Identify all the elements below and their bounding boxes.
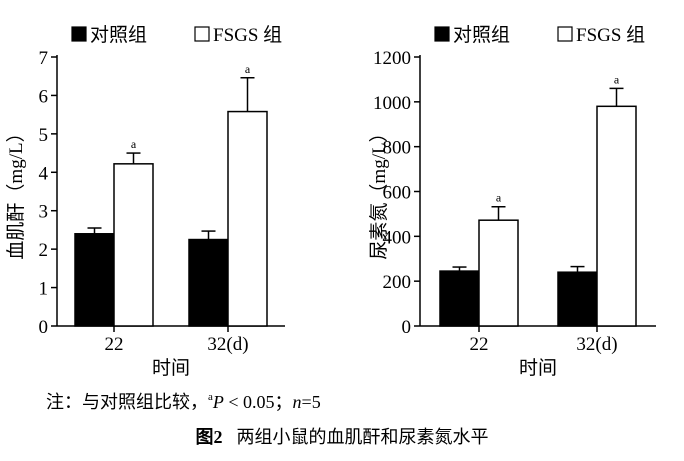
x-tick-label: 22 — [470, 334, 489, 355]
y-tick-label: 3 — [39, 202, 49, 223]
bar — [596, 105, 637, 327]
caption: 图2 两组小鼠的血肌酐和尿素氮水平 — [196, 427, 489, 447]
legend-label: 对照组 — [90, 24, 147, 46]
y-tick-label: 2 — [39, 240, 49, 261]
annotation: a — [131, 137, 137, 151]
caption-text: 两组小鼠的血肌酐和尿素氮水平 — [237, 427, 489, 447]
bar — [557, 271, 598, 327]
x-tick-label: 22 — [105, 334, 124, 355]
y-tick-label: 800 — [383, 138, 412, 159]
y-tick-label: 400 — [383, 227, 412, 248]
y-tick-label: 1200 — [373, 48, 411, 69]
y-tick-label: 200 — [383, 272, 412, 293]
y-tick-label: 600 — [383, 183, 412, 204]
y-tick-label: 0 — [39, 317, 49, 338]
legend-label: FSGS 组 — [213, 24, 282, 46]
y-axis-label: 尿素氮（mg/L） — [368, 123, 390, 259]
bar — [227, 110, 268, 327]
y-tick-label: 0 — [402, 317, 412, 338]
legend-label: FSGS 组 — [576, 24, 645, 46]
y-tick-label: 6 — [39, 86, 49, 107]
annotation: a — [614, 72, 620, 86]
y-tick-label: 7 — [39, 48, 49, 69]
note-p: P — [212, 392, 224, 412]
legend-swatch — [194, 26, 210, 42]
caption-number: 图2 — [196, 427, 223, 447]
bar — [188, 238, 229, 327]
footnote: 注：与对照组比较，aP < 0.05；n=5 — [46, 391, 321, 412]
note-n-rest: =5 — [302, 392, 321, 412]
y-tick-label: 5 — [39, 125, 49, 146]
annotation: a — [245, 62, 251, 76]
bar — [74, 233, 115, 327]
x-axis-label: 时间 — [152, 357, 190, 379]
y-tick-label: 1000 — [373, 93, 411, 114]
bar — [113, 163, 154, 327]
legend-label: 对照组 — [453, 24, 510, 46]
note-sup: a — [208, 391, 213, 403]
y-tick-label: 4 — [39, 163, 49, 184]
x-tick-label: 32(d) — [576, 334, 617, 355]
bar — [439, 270, 480, 327]
annotation: a — [496, 191, 502, 205]
note-prefix: 注：与对照组比较， — [46, 392, 208, 412]
y-axis-label: 血肌酐（mg/L） — [5, 123, 27, 259]
x-tick-label: 32(d) — [207, 334, 248, 355]
y-tick-label: 1 — [39, 279, 49, 300]
legend-swatch — [71, 26, 87, 42]
x-axis-label: 时间 — [519, 357, 557, 379]
legend-swatch — [557, 26, 573, 42]
bar — [478, 219, 519, 327]
legend-swatch — [434, 26, 450, 42]
note-n: n — [293, 392, 302, 412]
note-p-rest: < 0.05； — [224, 392, 293, 412]
